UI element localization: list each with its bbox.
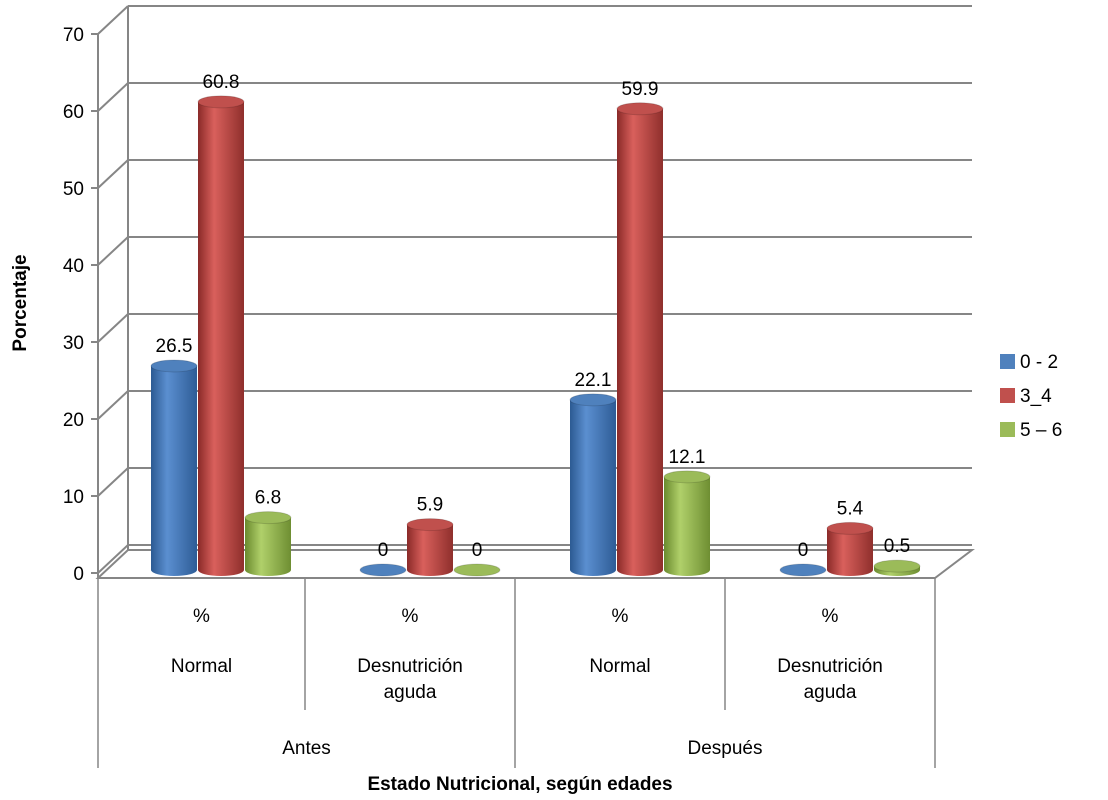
bar-body: [245, 517, 291, 576]
bar-top: [779, 563, 827, 577]
data-label: 60.8: [203, 72, 240, 93]
bar-top: [244, 511, 292, 525]
data-label: 59.9: [622, 79, 659, 100]
data-label: 0: [472, 540, 483, 561]
bar-body: [617, 108, 663, 577]
legend-item-label: 3_4: [1020, 386, 1052, 407]
legend-item-label: 0 - 2: [1020, 352, 1058, 373]
y-tick-label: 0: [73, 564, 84, 585]
bar-top: [616, 102, 664, 116]
bar: [359, 563, 407, 577]
bar-body: [151, 365, 197, 576]
gridline-side: [97, 159, 129, 189]
legend: 0 - 2 3_4 5 – 6: [1000, 352, 1062, 441]
group-label: Antes: [282, 738, 331, 759]
bar: [616, 102, 664, 577]
category-label: Normal: [589, 656, 650, 677]
bar-top: [826, 521, 874, 535]
y-tick-label: 20: [63, 410, 84, 431]
bar: [406, 518, 454, 576]
data-label: 6.8: [255, 488, 281, 509]
bar: [826, 521, 874, 576]
gridline-side: [97, 82, 129, 112]
bar-top: [663, 470, 711, 484]
x-axis-title: Estado Nutricional, según edades: [367, 774, 672, 795]
category-label: Normal: [171, 656, 232, 677]
bar-top: [197, 95, 245, 109]
category-label: Desnutrición: [777, 656, 883, 677]
bar-body: [664, 476, 710, 576]
bar: [779, 563, 827, 577]
y-tick-label: 40: [63, 256, 84, 277]
y-axis-title: Porcentaje: [10, 254, 31, 351]
bar-body: [570, 399, 616, 576]
category-unit: %: [612, 606, 629, 627]
category-label: Desnutrición: [357, 656, 463, 677]
y-tick-label: 10: [63, 487, 84, 508]
category-unit: %: [193, 606, 210, 627]
chart-bars: [150, 95, 921, 577]
bar: [873, 559, 921, 576]
legend-swatch: [1000, 388, 1015, 403]
chart-walls: 0 10 20 30 40 50 60 70: [63, 5, 975, 585]
legend-swatch: [1000, 422, 1015, 437]
bar: [663, 470, 711, 576]
bar: [197, 95, 245, 576]
bar-top: [359, 563, 407, 577]
bar: [244, 511, 292, 576]
data-label: 0: [378, 540, 389, 561]
category-unit: %: [402, 606, 419, 627]
chart-labels: 26.5 0 22.1 0 60.8 5.9 59.9 5.4 6.8 0 12.1 0.5: [156, 72, 911, 561]
bar: [569, 393, 617, 576]
bar-top: [453, 563, 501, 577]
data-label: 26.5: [156, 336, 193, 357]
x-axis: % Normal% Desnutrición aguda% Normal% Desnutr…: [97, 578, 936, 768]
data-label: 12.1: [669, 447, 706, 468]
bar-top: [150, 359, 198, 373]
data-label: 5.4: [837, 498, 864, 519]
gridline-side: [97, 5, 129, 35]
gridline-side: [97, 390, 129, 420]
bar-body: [827, 528, 873, 576]
data-label: 5.9: [417, 495, 443, 516]
data-label: 22.1: [575, 370, 612, 391]
data-label: 0.5: [884, 536, 910, 557]
bar-top: [406, 518, 454, 532]
y-tick-label: 60: [63, 102, 84, 123]
bar-body: [407, 524, 453, 576]
bar: [150, 359, 198, 576]
legend-swatch: [1000, 354, 1015, 369]
data-label: 0: [798, 540, 809, 561]
category-label: aguda: [384, 682, 437, 703]
group-label: Después: [688, 738, 763, 759]
bar-top: [569, 393, 617, 407]
y-tick-label: 30: [63, 333, 84, 354]
y-tick-label: 50: [63, 179, 84, 200]
gridline-side: [97, 236, 129, 266]
y-tick-label: 70: [63, 25, 84, 46]
legend-item-label: 5 – 6: [1020, 420, 1062, 441]
bar-body: [198, 101, 244, 576]
chart-floor: [95, 549, 975, 579]
bar-top: [873, 559, 921, 573]
gridline-side: [97, 544, 129, 574]
category-unit: %: [822, 606, 839, 627]
gridline-side: [97, 467, 129, 497]
gridline-side: [97, 313, 129, 343]
bar: [453, 563, 501, 577]
category-label: aguda: [804, 682, 857, 703]
